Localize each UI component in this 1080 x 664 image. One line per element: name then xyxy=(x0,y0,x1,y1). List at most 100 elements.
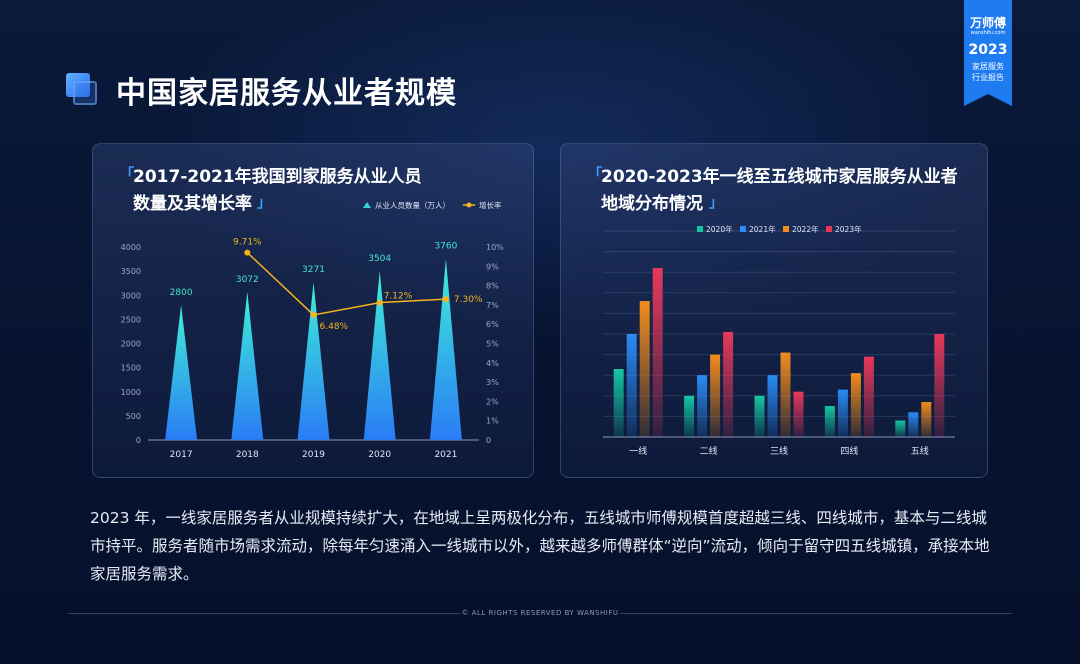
workers-chart: 0 500 1000 1500 2000 2500 3000 3500 4000 0 1% 2% 3% 4… xyxy=(121,200,505,460)
city-tier-chart: 一线 二线 三线 四线 五线 2020年 2021年 2022年 2023年 xyxy=(603,224,955,457)
left-chart-title-line2: 数量及其增长率 xyxy=(133,194,252,214)
bar xyxy=(850,373,861,437)
bar xyxy=(639,301,650,437)
legend-swatch xyxy=(783,226,789,232)
bar xyxy=(824,406,835,437)
bar xyxy=(613,369,624,437)
bar xyxy=(863,356,874,437)
bar xyxy=(231,291,264,440)
bar xyxy=(754,395,765,437)
y-tick-label: 4000 xyxy=(121,243,141,252)
y-tick-label: 1500 xyxy=(121,364,141,373)
right-chart-title-line1: 2020-2023年一线至五线城市家居服务从业者 xyxy=(601,167,958,187)
y-tick-label: 3000 xyxy=(121,291,141,300)
bar-value-label: 2800 xyxy=(170,288,193,298)
bar xyxy=(710,354,721,437)
bar xyxy=(780,352,791,437)
x-tick-label: 2018 xyxy=(236,450,259,460)
growth-rate-point xyxy=(244,249,251,256)
x-tick-label: 三线 xyxy=(770,445,788,457)
footer-divider-right xyxy=(620,613,1012,614)
footer-copyright: © ALL RIGHTS RESERVED BY WANSHIFU xyxy=(461,609,619,617)
legend-swatch xyxy=(826,226,832,232)
legend-swatch xyxy=(697,226,703,232)
right-chart-panel: 一线 二线 三线 四线 五线 2020年 2021年 2022年 2023年 「 2020-20… xyxy=(560,143,988,478)
bar-value-label: 3760 xyxy=(434,242,457,252)
y2-tick-label: 10% xyxy=(486,243,504,252)
x-tick-label: 二线 xyxy=(700,445,718,457)
y-tick-label: 2500 xyxy=(121,315,141,324)
bar xyxy=(921,401,932,437)
page-title: 中国家居服务从业者规模 xyxy=(116,76,457,111)
bar xyxy=(697,375,708,437)
growth-rate-line xyxy=(246,252,446,316)
y2-tick-label: 1% xyxy=(486,417,499,426)
title-icon xyxy=(66,73,98,105)
x-tick-label: 2020 xyxy=(368,450,391,460)
y2-tick-label: 4% xyxy=(486,359,499,368)
legend-label: 2020年 xyxy=(706,224,733,234)
y-tick-label: 500 xyxy=(126,412,141,421)
y-tick-label: 1000 xyxy=(121,388,141,397)
growth-rate-label: 7.30% xyxy=(454,295,483,305)
y-tick-label: 3500 xyxy=(121,267,141,276)
legend-rate-label: 增长率 xyxy=(479,200,502,210)
bar-value-label: 3271 xyxy=(302,265,325,275)
bar xyxy=(723,331,734,437)
bar xyxy=(908,412,919,437)
bar-value-label: 3072 xyxy=(236,275,259,285)
report-badge xyxy=(964,0,1012,106)
badge-line1: 家居服务 xyxy=(972,62,1004,71)
bar xyxy=(429,258,462,440)
left-chart-panel: 0 500 1000 1500 2000 2500 3000 3500 4000 0 1% 2% 3% 4… xyxy=(92,143,534,478)
y-tick-label: 2000 xyxy=(121,340,141,349)
x-tick-label: 一线 xyxy=(629,445,647,457)
y2-tick-label: 3% xyxy=(486,378,499,387)
growth-rate-point xyxy=(376,299,383,306)
badge-line2: 行业报告 xyxy=(972,73,1004,82)
y-tick-label: 0 xyxy=(136,436,141,445)
growth-rate-point xyxy=(442,296,449,303)
x-tick-label: 2021 xyxy=(434,450,457,460)
right-chart-title: 2020-2023年一线至五线城市家居服务从业者 地域分布情况 xyxy=(601,164,958,218)
bar xyxy=(837,389,848,437)
legend-label: 2021年 xyxy=(749,224,776,234)
y2-tick-label: 8% xyxy=(486,282,499,291)
bracket-close-icon: 」 xyxy=(257,195,271,211)
growth-rate-label: 6.48% xyxy=(320,322,349,332)
y2-tick-label: 0 xyxy=(486,436,491,445)
bar xyxy=(165,304,198,440)
bar xyxy=(934,334,945,437)
y2-tick-label: 6% xyxy=(486,320,499,329)
bar xyxy=(363,270,396,440)
bar xyxy=(684,395,695,437)
bar xyxy=(652,268,663,437)
growth-rate-point xyxy=(310,311,317,318)
footer-divider-left xyxy=(68,613,460,614)
legend-label: 2022年 xyxy=(792,224,819,234)
legend-rate-dot-icon xyxy=(466,202,472,208)
growth-rate-label: 7.12% xyxy=(384,292,413,302)
y2-tick-label: 7% xyxy=(486,301,499,310)
badge-year: 2023 xyxy=(968,42,1008,58)
y2-tick-label: 2% xyxy=(486,397,499,406)
bracket-close-icon: 」 xyxy=(709,195,723,211)
bracket-open-icon: 「 xyxy=(588,167,602,183)
left-chart-title: 2017-2021年我国到家服务从业人员 数量及其增长率 xyxy=(133,164,422,218)
bar xyxy=(767,375,778,437)
x-tick-label: 2019 xyxy=(302,450,325,460)
x-tick-label: 2017 xyxy=(170,450,193,460)
badge-logo-sub: wanshifu.com xyxy=(970,30,1006,36)
x-tick-label: 五线 xyxy=(911,445,929,457)
left-chart-title-line1: 2017-2021年我国到家服务从业人员 xyxy=(133,167,422,187)
y2-tick-label: 5% xyxy=(486,340,499,349)
bar xyxy=(793,391,804,437)
bar-value-label: 3504 xyxy=(368,254,391,264)
bar xyxy=(297,282,330,440)
bar xyxy=(626,334,637,437)
y2-tick-label: 9% xyxy=(486,262,499,271)
x-tick-label: 四线 xyxy=(840,445,858,457)
legend-label: 2023年 xyxy=(835,224,862,234)
summary-paragraph: 2023 年，一线家居服务者从业规模持续扩大，在地域上呈两极化分布，五线城市师傅… xyxy=(90,509,990,583)
legend-swatch xyxy=(740,226,746,232)
